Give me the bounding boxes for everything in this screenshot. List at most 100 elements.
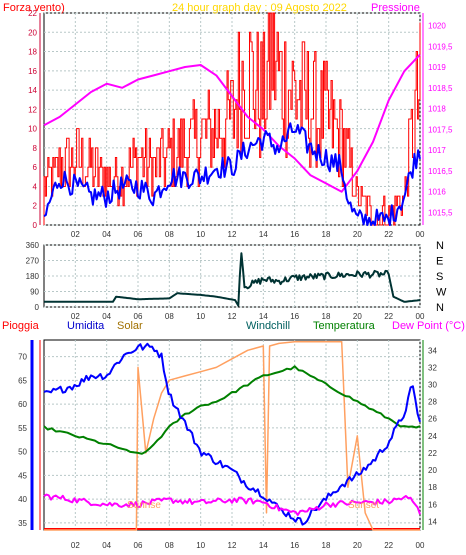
sunrise-annotation: Sunrise: [127, 500, 161, 511]
wind-tick-label: 16: [28, 67, 37, 76]
time-tick-label: 00: [416, 230, 425, 239]
wind-direction-line: [44, 252, 421, 307]
temperature-tick-label: 24: [428, 432, 437, 441]
temperature-tick-label: 20: [428, 466, 437, 475]
time-tick-label: 10: [196, 312, 205, 321]
wind-tick-label: 8: [33, 144, 38, 153]
temperature-tick-label: 28: [428, 398, 437, 407]
direction-tick-label: 270: [26, 257, 40, 266]
pressure-tick-label: 1016: [428, 188, 446, 197]
compass-label: S: [436, 271, 443, 283]
time-tick-label: 02: [71, 230, 80, 239]
time-tick-label: 14: [259, 541, 268, 550]
time-tick-label: 06: [134, 541, 143, 550]
time-tick-label: 18: [322, 312, 331, 321]
temperature-tick-label: 30: [428, 381, 437, 390]
temperature-line: [43, 365, 421, 455]
time-tick-label: 02: [71, 541, 80, 550]
plot-series: [43, 12, 421, 531]
time-tick-label: 22: [384, 312, 393, 321]
time-tick-label: 00: [416, 312, 425, 321]
time-tick-label: 04: [102, 312, 111, 321]
temperature-tick-label: 32: [428, 363, 437, 372]
legend-windchill: Windchill: [246, 320, 291, 332]
solar-radiation-line: [44, 340, 420, 531]
time-tick-label: 16: [290, 230, 299, 239]
time-tick-label: 18: [322, 541, 331, 550]
time-tick-label: 04: [102, 230, 111, 239]
wind-tick-label: 6: [33, 163, 38, 172]
legend-dewpoint: Dew Point (°C): [392, 320, 465, 332]
legend-rain: Pioggia: [2, 320, 39, 332]
compass-label: N: [436, 302, 444, 314]
time-tick-label: 18: [322, 230, 331, 239]
wind-tick-label: 12: [28, 105, 37, 114]
wind-tick-label: 2: [33, 202, 38, 211]
time-tick-label: 00: [416, 541, 425, 550]
dewpoint-line: [43, 493, 421, 516]
humidity-tick-label: 65: [18, 376, 27, 385]
time-tick-label: 16: [290, 312, 299, 321]
wind-tick-label: 22: [28, 9, 37, 18]
humidity-tick-label: 45: [18, 471, 27, 480]
temperature-tick-label: 22: [428, 449, 437, 458]
wind-gust-line: [43, 12, 421, 226]
wind-tick-label: 4: [33, 182, 38, 191]
sunset-annotation: Sunset: [348, 500, 380, 511]
time-tick-label: 06: [134, 230, 143, 239]
wind-force-title: Forza vento): [3, 2, 65, 14]
legend-humidity: Umidita: [67, 320, 105, 332]
direction-tick-label: 0: [35, 303, 40, 312]
pressure-title: Pressione: [371, 2, 420, 14]
direction-tick-label: 180: [26, 272, 40, 281]
pressure-tick-label: 1015,5: [428, 209, 453, 218]
time-tick-label: 20: [353, 312, 362, 321]
humidity-tick-label: 70: [18, 353, 27, 362]
wind-tick-label: 0: [33, 221, 38, 230]
pressure-tick-label: 1018: [428, 105, 446, 114]
pressure-line: [43, 53, 421, 193]
graph-date-title: 24 hour graph day : 09 Agosto 2022: [172, 2, 347, 14]
temperature-tick-label: 26: [428, 415, 437, 424]
time-tick-label: 08: [165, 541, 174, 550]
time-tick-label: 12: [228, 541, 237, 550]
temperature-tick-label: 14: [428, 517, 437, 526]
wind-average-line: [43, 122, 421, 226]
time-tick-label: 08: [165, 230, 174, 239]
humidity-tick-label: 35: [18, 519, 27, 528]
compass-label: E: [436, 256, 443, 268]
wind-tick-label: 18: [28, 48, 37, 57]
humidity-tick-label: 55: [18, 424, 27, 433]
time-tick-label: 14: [259, 312, 268, 321]
wind-tick-label: 14: [28, 86, 37, 95]
pressure-tick-label: 1017: [428, 146, 446, 155]
compass-label: W: [436, 287, 447, 299]
humidity-tick-label: 60: [18, 400, 27, 409]
time-tick-label: 20: [353, 541, 362, 550]
wind-tick-label: 20: [28, 28, 37, 37]
pressure-tick-label: 1016,5: [428, 167, 453, 176]
wind-tick-label: 10: [28, 125, 37, 134]
temperature-tick-label: 18: [428, 483, 437, 492]
compass-label: N: [436, 240, 444, 252]
time-tick-label: 22: [384, 230, 393, 239]
direction-tick-label: 360: [26, 241, 40, 250]
time-tick-label: 12: [228, 312, 237, 321]
time-tick-label: 22: [384, 541, 393, 550]
time-tick-label: 12: [228, 230, 237, 239]
pressure-tick-label: 1019,5: [428, 42, 453, 51]
plot-axes: 02468101214161820221015,510161016,510171…: [18, 9, 453, 550]
time-tick-label: 06: [134, 312, 143, 321]
time-tick-label: 14: [259, 230, 268, 239]
legend-solar: Solar: [117, 320, 143, 332]
pressure-tick-label: 1017,5: [428, 125, 453, 134]
time-tick-label: 02: [71, 312, 80, 321]
pressure-tick-label: 1018,5: [428, 84, 453, 93]
time-tick-label: 16: [290, 541, 299, 550]
time-tick-label: 10: [196, 541, 205, 550]
direction-tick-label: 90: [30, 288, 39, 297]
pressure-tick-label: 1019: [428, 63, 446, 72]
time-tick-label: 10: [196, 230, 205, 239]
temperature-tick-label: 16: [428, 500, 437, 509]
